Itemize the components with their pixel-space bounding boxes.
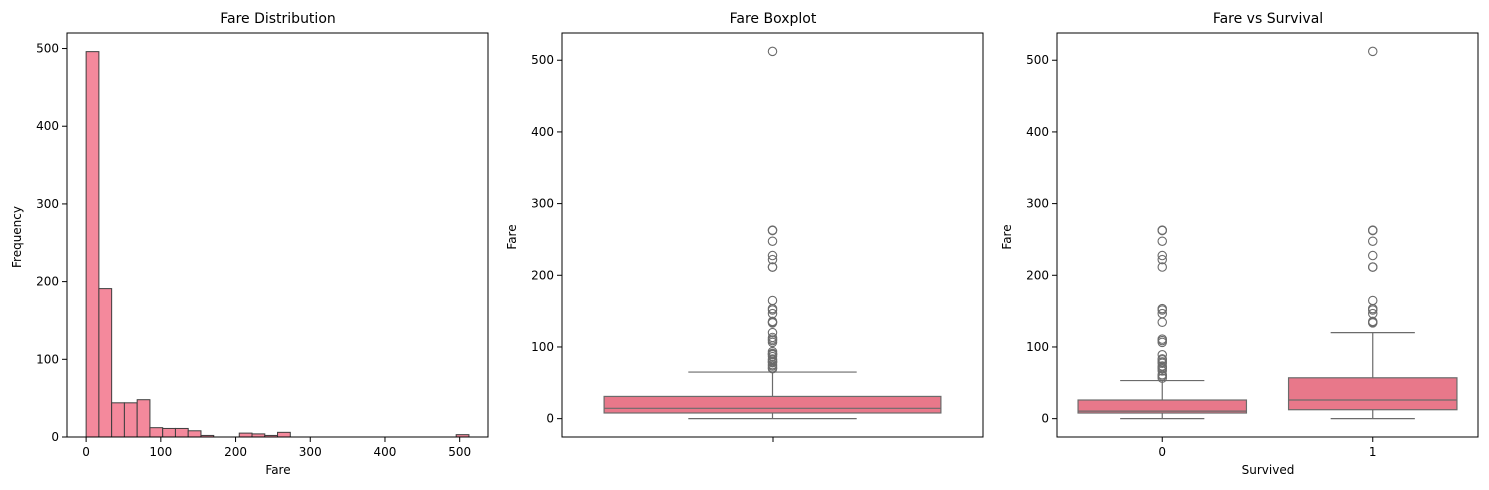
x-tick-label: 1 bbox=[1369, 445, 1377, 459]
x-tick-label: 200 bbox=[224, 445, 247, 459]
y-tick-label: 100 bbox=[36, 352, 59, 366]
outlier-point bbox=[1157, 250, 1168, 261]
outlier-point bbox=[1368, 262, 1378, 272]
y-tick-label: 0 bbox=[546, 412, 554, 426]
y-ticks: 0 100 200 300 400 500 bbox=[36, 42, 67, 444]
x-ticks: 0 100 200 300 400 500 bbox=[82, 437, 471, 459]
x-tick-label: 0 bbox=[82, 445, 90, 459]
outlier-point bbox=[767, 262, 778, 272]
x-tick-label: 0 bbox=[1158, 445, 1166, 459]
panel-title: Fare Boxplot bbox=[730, 11, 817, 27]
outlier-point bbox=[767, 236, 778, 246]
outlier-point bbox=[767, 316, 778, 327]
outlier-point bbox=[767, 254, 778, 265]
y-axis-label: Fare bbox=[1000, 224, 1014, 249]
outlier-point bbox=[1157, 236, 1168, 246]
histogram-bar bbox=[136, 399, 151, 438]
box bbox=[603, 395, 942, 414]
histogram-bar bbox=[174, 427, 189, 438]
outlier-point bbox=[1368, 308, 1378, 319]
outlier-point bbox=[1157, 334, 1168, 344]
outlier-point bbox=[767, 295, 778, 306]
outlier-point bbox=[1157, 303, 1168, 314]
y-tick-label: 400 bbox=[531, 125, 554, 139]
y-tick-label: 200 bbox=[1026, 268, 1049, 282]
plot-frame bbox=[66, 32, 489, 438]
histogram-bar bbox=[149, 427, 164, 438]
boxplot-marks bbox=[603, 46, 942, 420]
y-tick-label: 500 bbox=[531, 53, 554, 67]
plot-frame bbox=[561, 32, 984, 438]
outlier-point bbox=[767, 346, 778, 357]
y-tick-label: 200 bbox=[36, 275, 59, 289]
outlier-point bbox=[767, 354, 778, 364]
box bbox=[1077, 399, 1248, 414]
x-tick-label: 100 bbox=[149, 445, 172, 459]
outlier-point bbox=[1157, 254, 1168, 265]
outlier-point bbox=[1157, 350, 1168, 360]
panel-title: Fare vs Survival bbox=[1213, 11, 1323, 27]
y-ticks: 0 100 200 300 400 500 bbox=[531, 53, 562, 426]
x-tick-label: 300 bbox=[299, 445, 322, 459]
outlier-point bbox=[1368, 225, 1378, 235]
outlier-point bbox=[767, 46, 778, 57]
outlier-point bbox=[1368, 295, 1378, 306]
y-tick-label: 500 bbox=[36, 42, 59, 56]
outlier-point bbox=[767, 327, 778, 338]
outlier-point bbox=[767, 250, 778, 261]
y-tick-label: 200 bbox=[531, 268, 554, 282]
panel-title: Fare Distribution bbox=[220, 11, 336, 27]
histogram-bar bbox=[85, 51, 100, 438]
histogram-bar bbox=[277, 431, 291, 438]
outlier-point bbox=[1368, 46, 1378, 57]
histogram-bar bbox=[187, 430, 202, 438]
fare-boxplot-panel: Fare Boxplot Fare 0 100 200 300 400 500 bbox=[505, 11, 984, 442]
y-tick-label: 100 bbox=[531, 340, 554, 354]
plot-frame bbox=[1056, 32, 1479, 438]
fare-distribution-panel: Fare Distribution Fare Frequency 0 100 200… bbox=[10, 11, 489, 477]
y-tick-label: 0 bbox=[51, 430, 59, 444]
histogram-bar bbox=[111, 402, 125, 438]
outlier-point bbox=[767, 225, 778, 235]
outlier-point bbox=[1368, 316, 1378, 327]
outlier-point bbox=[1157, 225, 1168, 235]
histogram-bar bbox=[162, 427, 176, 438]
y-tick-label: 400 bbox=[36, 119, 59, 133]
outlier-point bbox=[1368, 250, 1378, 261]
outlier-point bbox=[767, 308, 778, 319]
y-tick-label: 300 bbox=[36, 197, 59, 211]
x-axis-label: Survived bbox=[1242, 463, 1295, 477]
histogram-bar bbox=[238, 432, 253, 438]
y-tick-label: 300 bbox=[531, 197, 554, 211]
histogram-bars bbox=[85, 51, 470, 438]
y-ticks: 0 100 200 300 400 500 bbox=[1026, 53, 1057, 426]
x-tick-label: 400 bbox=[374, 445, 397, 459]
x-axis-label: Fare bbox=[265, 463, 290, 477]
outlier-point bbox=[1157, 262, 1168, 272]
y-axis-label: Fare bbox=[505, 224, 519, 249]
y-tick-label: 100 bbox=[1026, 340, 1049, 354]
histogram-bar bbox=[123, 402, 138, 438]
outlier-point bbox=[1157, 308, 1168, 319]
outlier-point bbox=[1157, 361, 1168, 371]
box bbox=[1287, 377, 1458, 411]
y-tick-label: 400 bbox=[1026, 125, 1049, 139]
y-axis-label: Frequency bbox=[10, 206, 24, 268]
y-tick-label: 500 bbox=[1026, 53, 1049, 67]
boxplot-marks bbox=[1077, 46, 1458, 420]
outlier-point bbox=[1157, 317, 1168, 327]
y-tick-label: 0 bbox=[1041, 412, 1049, 426]
outlier-point bbox=[1368, 236, 1378, 246]
histogram-bar bbox=[98, 288, 113, 438]
x-tick-label: 500 bbox=[448, 445, 471, 459]
outlier-point bbox=[1157, 354, 1168, 364]
y-tick-label: 300 bbox=[1026, 197, 1049, 211]
outlier-point bbox=[767, 332, 778, 343]
